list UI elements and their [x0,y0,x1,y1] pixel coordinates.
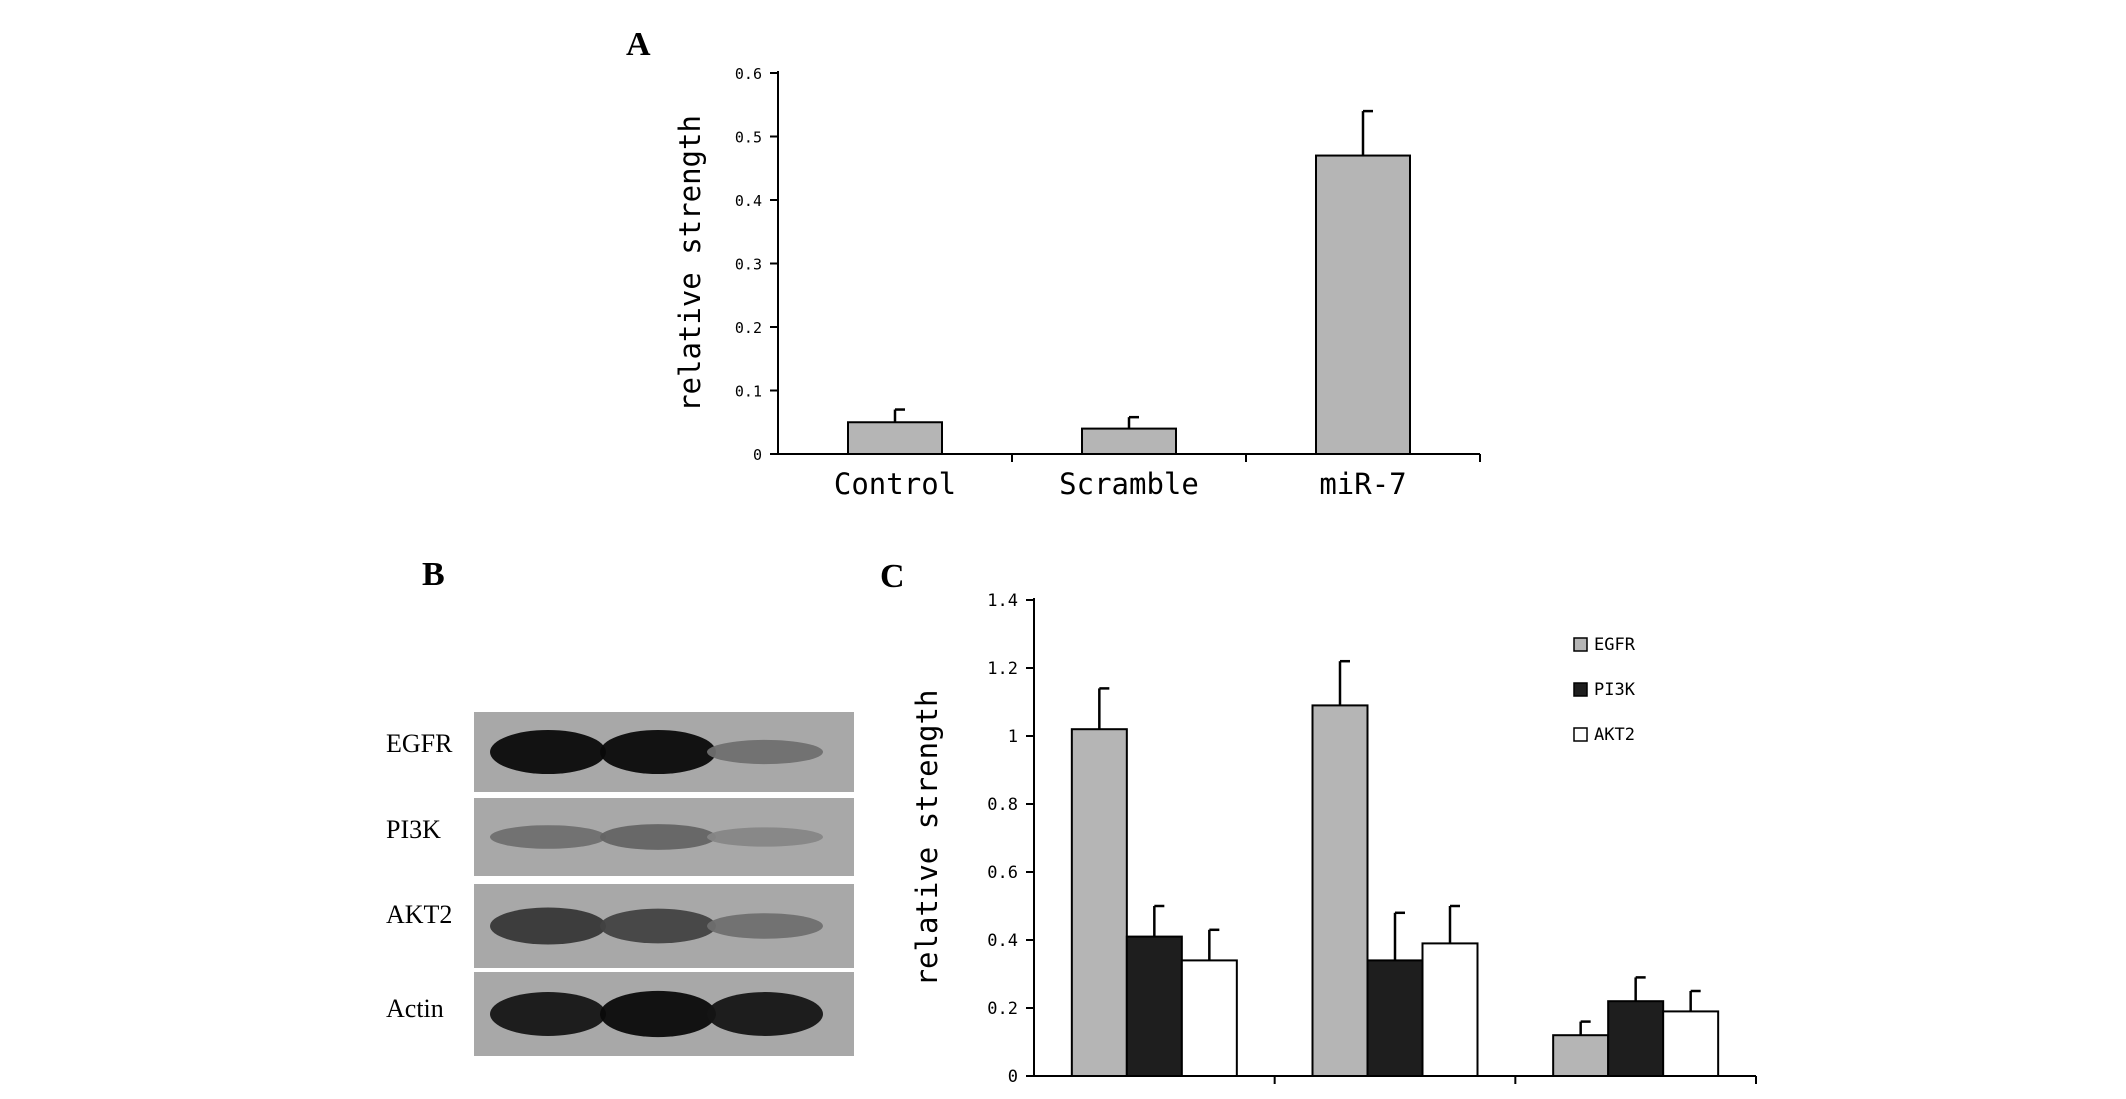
y-tick-label: 0.5 [735,129,762,147]
band-pi3k-3 [707,827,823,847]
y-tick-label: 0 [753,446,762,464]
band-egfr-2 [600,730,716,774]
blot-label-egfr: EGFR [386,729,453,758]
blot-label-akt2: AKT2 [386,900,453,929]
western-blot: EGFR PI3K AKT2 Actin [380,690,860,1070]
band-actin-2 [600,990,716,1038]
panel-b-label: B [422,556,445,593]
y-tick-label: 0.3 [735,256,762,274]
band-egfr-1 [490,730,606,774]
band-akt2-3 [707,913,823,939]
panel-a-label: A [626,26,651,63]
band-akt2-2 [600,908,716,944]
panel-c-label: C [880,558,905,595]
blot-image [474,712,854,1056]
x-tick-label: miR-7 [1319,467,1406,501]
y-axis-label: relative strength [673,115,707,412]
band-egfr-3 [707,739,823,765]
blot-label-pi3k: PI3K [386,815,441,844]
x-tick-label: Scramble [1059,467,1199,501]
band-actin-1 [490,992,606,1036]
bar-value-2 [1315,154,1411,456]
bar-value-0 [847,421,943,455]
band-actin-3 [707,992,823,1036]
y-tick-label: 0.2 [735,319,762,337]
band-akt2-1 [490,907,606,945]
band-pi3k-1 [490,825,606,849]
y-tick-label: 0.4 [735,192,762,210]
band-pi3k-2 [600,824,716,850]
y-tick-label: 0.6 [735,65,762,83]
x-tick-label: Control [834,467,956,501]
bar-value-1 [1081,427,1177,456]
blot-label-actin: Actin [386,994,444,1023]
y-tick-label: 0.1 [735,383,762,401]
